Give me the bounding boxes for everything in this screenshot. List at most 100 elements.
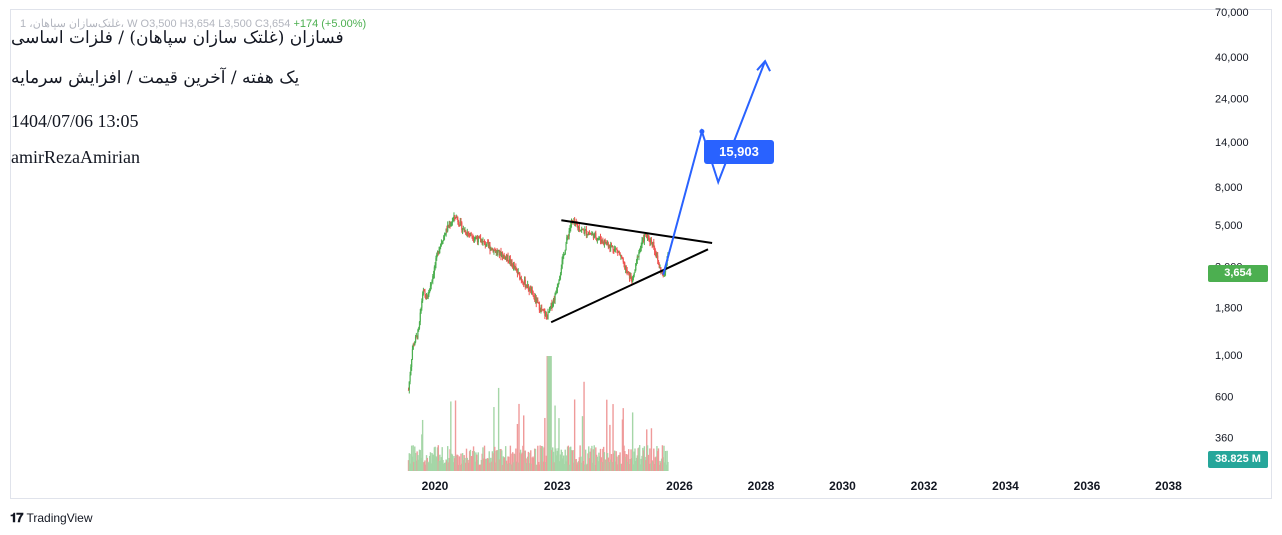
volume-bar: [413, 461, 415, 471]
candle-body: [506, 254, 508, 259]
candle-body: [459, 221, 461, 226]
candle-body: [421, 301, 423, 308]
volume-bar: [446, 460, 448, 471]
volume-bar: [482, 447, 484, 471]
volume-bar: [491, 451, 494, 471]
volume-bar: [658, 464, 660, 471]
candle-body: [612, 246, 614, 250]
candle-body: [663, 275, 665, 277]
candle-body: [606, 242, 608, 245]
volume-bar: [465, 448, 468, 471]
candle-body: [628, 272, 630, 274]
volume-bar: [546, 356, 548, 471]
volume-bar: [569, 447, 571, 471]
volume-bar: [634, 448, 636, 471]
tradingview-logo-text: TradingView: [26, 511, 93, 525]
volume-bar: [473, 451, 476, 471]
candle-body: [498, 249, 501, 255]
volume-bar: [434, 446, 436, 471]
volume-bar: [578, 457, 581, 471]
candle-body: [523, 279, 526, 285]
volume-bar: [635, 460, 637, 471]
volume-bar: [423, 461, 425, 471]
volume-bar: [585, 464, 588, 471]
candle-body: [503, 254, 505, 256]
volume-bar: [577, 462, 579, 471]
volume-bar: [638, 447, 640, 471]
volume-bar: [461, 453, 464, 471]
volume-bar: [516, 423, 519, 471]
x-tick-label: 2034: [992, 479, 1019, 493]
candle-body: [477, 236, 479, 243]
volume-bar: [647, 454, 650, 471]
volume-bar: [411, 456, 414, 471]
volume-bar: [513, 453, 516, 471]
y-tick-label: 5,000: [1215, 220, 1243, 232]
candle-body: [548, 311, 550, 313]
volume-bar: [483, 458, 485, 471]
volume-bar: [632, 464, 635, 471]
candle-body: [480, 241, 482, 243]
target-price-label[interactable]: 15,903: [704, 140, 774, 164]
candle-body: [601, 239, 603, 243]
candle-body: [423, 290, 425, 292]
candle-body: [617, 251, 620, 253]
volume-bar: [581, 462, 583, 471]
volume-bar: [488, 451, 490, 471]
volume-bar: [659, 460, 661, 471]
candle-body: [598, 238, 600, 240]
candle-body: [600, 240, 602, 243]
candle-body: [444, 234, 446, 236]
candle-body: [610, 244, 612, 249]
candle-body: [651, 242, 653, 245]
candle-body: [473, 238, 475, 240]
volume-bar: [640, 458, 642, 471]
volume-bar: [443, 463, 445, 471]
volume-bar: [465, 462, 467, 471]
tradingview-logo[interactable]: 𝟏𝟕 TradingView: [10, 510, 93, 526]
candle-body: [558, 280, 560, 284]
volume-bar: [490, 461, 493, 471]
candle-body: [562, 255, 564, 261]
volume-bar: [470, 455, 472, 471]
volume-bar: [618, 454, 621, 471]
volume-bar: [451, 454, 454, 471]
y-tick-label: 40,000: [1215, 52, 1249, 64]
candle-body: [591, 233, 593, 235]
candle-body: [465, 233, 468, 235]
volume-bar: [602, 446, 605, 471]
candle-body: [648, 236, 650, 241]
candle-body: [556, 290, 558, 293]
volume-bar: [456, 454, 458, 471]
volume-bar: [431, 452, 433, 471]
candle-body: [458, 224, 461, 226]
candle-body: [533, 295, 535, 297]
candle-body: [545, 313, 548, 317]
volume-bar: [501, 450, 503, 471]
volume-bar: [611, 462, 613, 471]
candle-body: [646, 236, 648, 238]
candle-body: [430, 282, 432, 286]
volume-bar: [547, 356, 549, 471]
volume-bar: [466, 457, 468, 471]
candle-body: [429, 288, 431, 291]
candle-body: [632, 277, 634, 283]
volume-bar: [621, 419, 624, 471]
candle-body: [415, 335, 417, 337]
volume-bar: [462, 460, 465, 471]
candle-body: [453, 215, 455, 219]
volume-bar: [519, 449, 522, 471]
candle-body: [408, 381, 410, 390]
candle-body: [638, 251, 640, 258]
candle-body: [645, 233, 647, 237]
volume-bar: [576, 464, 578, 471]
candle-body: [501, 254, 503, 257]
volume-bar: [535, 464, 537, 471]
volume-bar: [660, 462, 662, 471]
candle-body: [627, 272, 629, 274]
volume-bar: [523, 415, 525, 471]
candle-body: [516, 268, 518, 271]
candle-body: [561, 260, 563, 269]
y-tick-label: 1,800: [1215, 303, 1243, 315]
